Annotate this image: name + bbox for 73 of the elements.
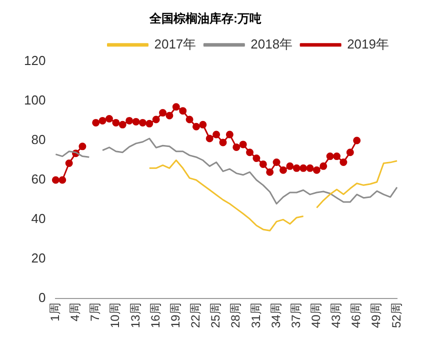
point	[65, 159, 73, 167]
point	[52, 176, 60, 184]
point	[219, 138, 227, 146]
x-tick-label: 7周	[88, 302, 102, 322]
x-tick-label: 43周	[329, 302, 344, 328]
point	[232, 143, 240, 151]
point	[259, 160, 267, 168]
point	[166, 112, 174, 120]
point	[132, 118, 140, 126]
point	[252, 154, 260, 162]
x-tick-label: 10周	[108, 302, 122, 328]
point	[340, 158, 348, 166]
y-tick-label: 60	[31, 172, 46, 187]
legend-label: 2018年	[250, 36, 293, 52]
point	[226, 130, 234, 138]
x-tick-label: 13周	[128, 302, 142, 328]
point	[78, 142, 86, 150]
point	[186, 116, 194, 124]
point	[199, 120, 207, 128]
point	[179, 107, 187, 115]
legend-label: 2017年	[154, 36, 196, 52]
point	[326, 152, 334, 160]
point	[272, 158, 280, 166]
point	[172, 103, 180, 111]
x-tick-label: 52周	[389, 302, 404, 328]
point	[266, 168, 274, 176]
point	[346, 148, 354, 156]
point	[152, 116, 160, 124]
legend-label: 2019年	[347, 36, 389, 52]
point	[306, 164, 314, 172]
y-tick-label: 20	[31, 250, 46, 266]
point	[312, 166, 320, 174]
point	[98, 116, 106, 124]
x-tick-label: 22周	[188, 302, 203, 328]
point	[320, 162, 328, 170]
point	[159, 109, 167, 117]
point	[138, 118, 146, 126]
y-tick-label: 120	[24, 52, 46, 68]
chart-title: 全国棕榈油库存:万吨	[148, 12, 262, 26]
point	[292, 164, 300, 172]
point	[105, 114, 113, 122]
y-tick-label: 100	[24, 92, 46, 108]
point	[333, 152, 341, 160]
x-tick-label: 34周	[268, 302, 283, 328]
x-tick-label: 46周	[349, 302, 364, 328]
x-tick-label: 19周	[168, 302, 182, 328]
point	[286, 162, 294, 170]
point	[212, 130, 220, 138]
point	[353, 136, 361, 144]
x-tick-label: 31周	[248, 302, 263, 328]
y-tick-label: 0	[38, 290, 46, 306]
x-tick-label: 49周	[369, 302, 384, 328]
point	[246, 148, 254, 156]
y-tick-label: 40	[31, 211, 46, 226]
point	[206, 134, 214, 142]
point	[92, 118, 100, 126]
x-tick-label: 1周	[48, 302, 62, 322]
x-tick-label: 16周	[148, 302, 162, 328]
x-tick-label: 4周	[68, 302, 82, 322]
x-tick-label: 37周	[288, 302, 303, 328]
y-tick-label: 80	[31, 132, 46, 148]
point	[192, 122, 200, 130]
point	[126, 116, 134, 124]
point	[58, 176, 66, 184]
point	[146, 120, 154, 128]
point	[118, 120, 126, 128]
x-tick-label: 28周	[228, 302, 243, 328]
x-tick-label: 40周	[309, 302, 324, 328]
point	[279, 166, 287, 174]
point	[300, 164, 308, 172]
x-tick-label: 25周	[208, 302, 223, 328]
point	[239, 140, 247, 148]
point	[112, 118, 120, 126]
